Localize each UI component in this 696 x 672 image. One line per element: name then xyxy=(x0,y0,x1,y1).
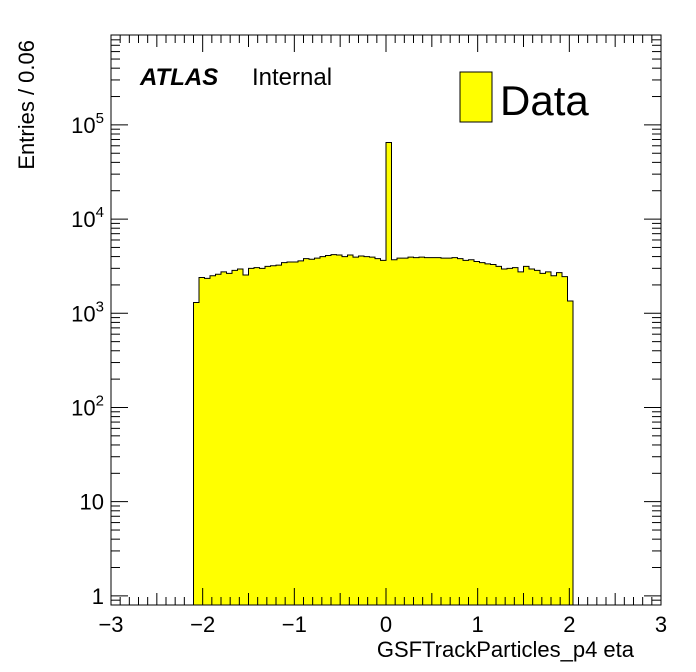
histogram-bar xyxy=(281,262,288,605)
atlas-label: ATLAS xyxy=(139,64,218,91)
histogram-bar xyxy=(287,262,293,605)
histogram-bar xyxy=(523,266,530,605)
histogram-bar xyxy=(243,274,249,605)
histogram-bar xyxy=(358,256,365,605)
histogram-bar xyxy=(292,262,299,605)
histogram-bar xyxy=(380,260,387,605)
y-tick-label: 10 xyxy=(80,490,104,515)
x-tick-label: −1 xyxy=(282,612,307,637)
histogram-outline xyxy=(193,142,574,605)
histogram-bar xyxy=(567,301,574,605)
histogram-bar xyxy=(375,258,381,605)
histogram-bar xyxy=(204,278,211,605)
histogram-bar xyxy=(320,256,326,605)
histogram-bar xyxy=(210,275,216,605)
histogram-bar xyxy=(490,264,497,605)
histogram-bar xyxy=(457,258,464,605)
x-tick-label: −2 xyxy=(190,612,215,637)
histogram-bar xyxy=(446,258,453,605)
histogram-bar xyxy=(342,256,348,605)
histogram-bar xyxy=(562,276,568,605)
y-tick-label: 103 xyxy=(71,298,104,326)
histogram-bar xyxy=(402,258,409,605)
histogram-bar xyxy=(369,257,376,605)
histogram-bar xyxy=(474,261,480,605)
histogram-bar xyxy=(540,273,546,605)
histogram-bar xyxy=(534,270,541,605)
histogram-bar xyxy=(479,262,486,605)
x-axis-title: GSFTrackParticles_p4 eta xyxy=(377,637,635,662)
legend-swatch-data xyxy=(459,71,493,123)
histogram-bar xyxy=(215,274,222,605)
histogram-bar xyxy=(413,257,420,605)
y-tick-label: 105 xyxy=(71,110,104,138)
y-tick-label: 102 xyxy=(71,392,104,420)
histogram-bar xyxy=(386,142,392,605)
x-tick-label: 3 xyxy=(655,612,667,637)
histogram-bar xyxy=(325,255,332,605)
histogram-bar xyxy=(303,258,310,605)
histogram-bar xyxy=(259,268,266,605)
histogram-bar xyxy=(270,265,277,605)
histogram-bar xyxy=(435,257,442,605)
histogram-bar xyxy=(391,259,398,605)
histogram-bar xyxy=(496,266,502,605)
histogram-bar xyxy=(512,267,519,605)
histogram-bar xyxy=(507,268,513,605)
histogram-bar xyxy=(353,257,359,605)
histogram-bar xyxy=(248,268,255,605)
histogram-bar xyxy=(336,255,343,605)
histogram-bar xyxy=(529,269,535,605)
histogram-bar xyxy=(364,256,370,605)
histogram-bar xyxy=(463,260,469,605)
histogram-bar xyxy=(419,257,425,605)
legend-label-data: Data xyxy=(500,77,589,124)
histogram-bar xyxy=(485,263,491,605)
histogram-bar xyxy=(556,272,563,605)
histogram-bar xyxy=(254,267,260,605)
histogram-bar xyxy=(551,275,557,605)
histogram-bar xyxy=(331,254,337,606)
x-tick-label: −3 xyxy=(98,612,123,637)
histogram-bar xyxy=(276,265,282,605)
x-tick-label: 1 xyxy=(472,612,484,637)
histogram-bar xyxy=(199,277,205,605)
histogram-bar xyxy=(237,269,244,605)
histogram-bar xyxy=(298,260,304,605)
histogram-bar xyxy=(518,271,524,605)
histogram-bar xyxy=(347,255,354,605)
x-tick-label: 2 xyxy=(563,612,575,637)
histogram-bar xyxy=(193,302,200,605)
y-tick-label: 104 xyxy=(71,204,104,232)
histogram-bar xyxy=(408,257,414,605)
histogram-bar xyxy=(314,258,321,605)
histogram-bar xyxy=(309,259,315,605)
histogram-bars xyxy=(193,142,574,606)
y-axis-title: Entries / 0.06 xyxy=(14,40,39,170)
y-tick-label: 1 xyxy=(92,584,104,609)
histogram-bar xyxy=(452,257,458,605)
histogram-bar xyxy=(430,257,436,605)
histogram-bar xyxy=(441,258,447,605)
histogram-bar xyxy=(397,258,403,605)
histogram-bar xyxy=(232,270,238,605)
histogram-bar xyxy=(265,266,271,605)
histogram-bar xyxy=(226,273,233,605)
tick-labels: −3 −2 −1 0 1 2 3 1 10 102 103 104 105 xyxy=(71,110,667,637)
histogram-bar xyxy=(468,259,475,605)
x-tick-label: 0 xyxy=(380,612,392,637)
histogram-bar xyxy=(545,271,552,605)
axis-ticks xyxy=(110,34,662,606)
histogram-bar xyxy=(221,271,227,605)
histogram-bar xyxy=(501,269,508,605)
histogram-bar xyxy=(424,257,431,605)
internal-label: Internal xyxy=(252,64,332,91)
